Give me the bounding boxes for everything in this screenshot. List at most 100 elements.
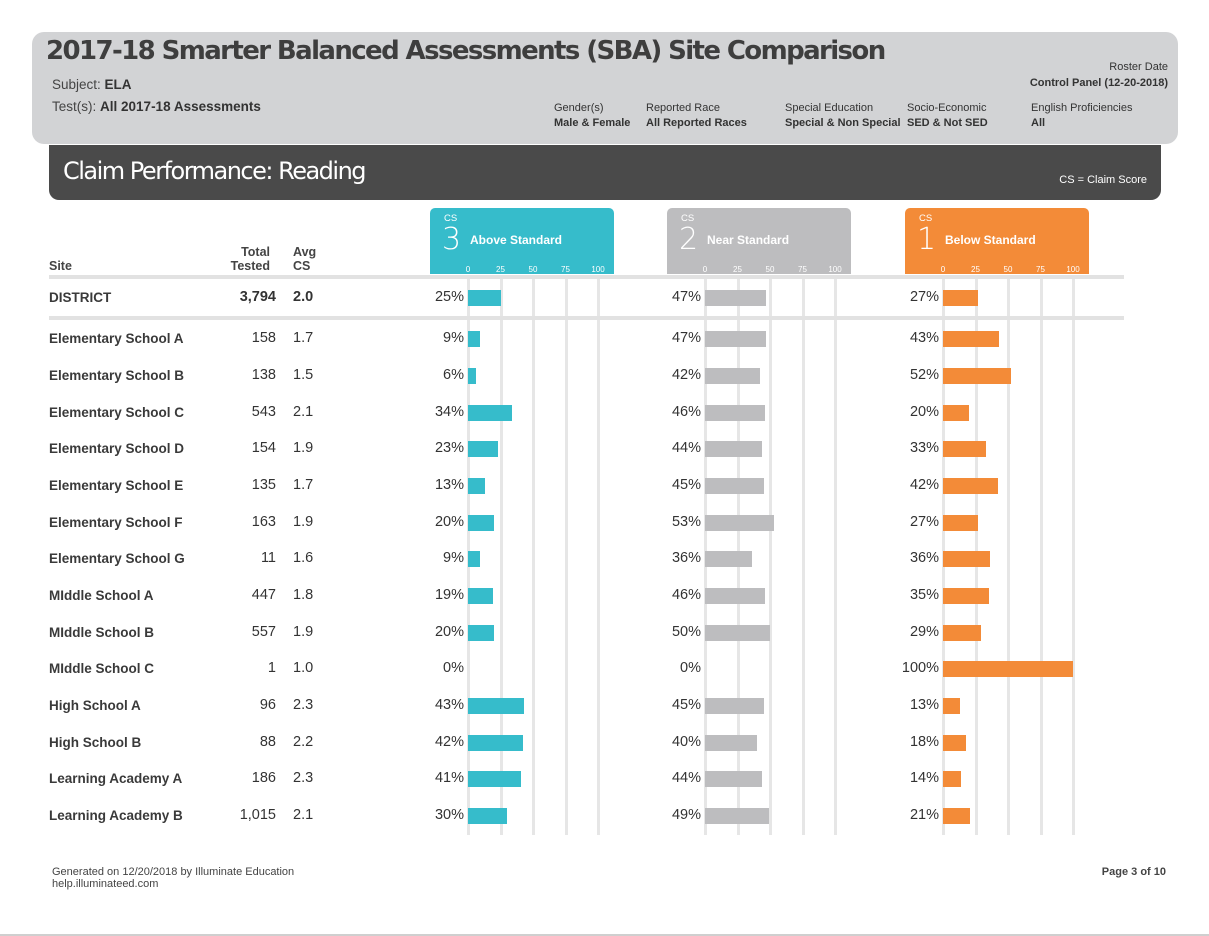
table-row: Learning Academy A 186 2.3 41% 44% 14%	[0, 765, 1209, 793]
bar-above-standard	[468, 551, 480, 567]
band-header-near-standard: CS 2 Near Standard 0 25 50 75 100	[667, 208, 851, 274]
total-tested: 543	[251, 404, 276, 420]
bar-near-standard	[705, 331, 767, 347]
tests-label: Test(s):	[52, 99, 97, 114]
axis-tick-label: 100	[1066, 265, 1080, 274]
axis-tick-label: 0	[940, 265, 946, 274]
table-row: Elementary School C 543 2.1 34% 46% 20%	[0, 399, 1209, 427]
cs-number: 2	[679, 222, 699, 257]
bar-near-standard	[705, 515, 774, 531]
avg-cs: 2.2	[293, 734, 314, 750]
percent-label-near-standard: 0%	[680, 660, 701, 676]
subject-value: ELA	[104, 77, 132, 92]
bar-below-standard	[943, 515, 979, 531]
total-tested: 135	[251, 477, 276, 493]
help-link[interactable]: help.illuminateed.com	[52, 878, 159, 890]
axis-tick-label: 50	[1003, 265, 1013, 274]
total-tested: 557	[251, 624, 276, 640]
filter-value: All Reported Races	[646, 117, 747, 129]
bar-above-standard	[468, 368, 476, 384]
bar-below-standard	[943, 698, 960, 714]
filter-socio-economic: Socio-Economic SED & Not SED	[907, 101, 988, 131]
percent-label-near-standard: 46%	[671, 404, 701, 420]
band-label: Below Standard	[945, 233, 1036, 247]
bar-above-standard	[468, 441, 498, 457]
band-header-above-standard: CS 3 Above Standard 0 25 50 75 100	[430, 208, 614, 274]
site-name: MIddle School A	[49, 588, 154, 603]
axis-tick-label: 50	[765, 265, 775, 274]
filter-value: Special & Non Special	[785, 117, 901, 129]
avg-cs: 2.3	[293, 770, 314, 786]
report-title: 2017-18 Smarter Balanced Assessments (SB…	[46, 36, 886, 66]
table-row: Learning Academy B 1,015 2.1 30% 49% 21%	[0, 802, 1209, 830]
bar-above-standard	[468, 625, 494, 641]
axis-tick-label: 25	[733, 265, 742, 274]
percent-label-below-standard: 27%	[909, 289, 939, 305]
avg-cs: 1.6	[293, 550, 314, 566]
avg-cs: 1.0	[293, 660, 314, 676]
axis-tick-label: 0	[702, 265, 708, 274]
subject-line: Subject: ELA	[52, 77, 132, 92]
axis-tick-label: 100	[591, 265, 605, 274]
tests-value: All 2017-18 Assessments	[100, 99, 261, 114]
bar-near-standard	[705, 698, 764, 714]
gridline	[801, 275, 805, 835]
roster-date: Roster Date Control Panel (12-20-2018)	[1030, 59, 1168, 91]
footer-info: Generated on 12/20/2018 by Illuminate Ed…	[52, 866, 294, 890]
site-name: MIddle School C	[49, 661, 155, 676]
filter-label: English Proficiencies	[1031, 102, 1133, 114]
gridline	[564, 275, 568, 835]
subject-label: Subject:	[52, 77, 101, 92]
avg-cs: 1.5	[293, 367, 314, 383]
filter-label: Special Education	[785, 102, 874, 114]
filter-special-education: Special Education Special & Non Special	[785, 101, 901, 131]
percent-label-near-standard: 49%	[671, 807, 701, 823]
district-row: DISTRICT 3,794 2.0 25% 47% 27%	[0, 284, 1209, 312]
bar-near-standard	[705, 478, 764, 494]
bar-near-standard	[705, 290, 767, 306]
table-row: Elementary School E 135 1.7 13% 45% 42%	[0, 472, 1209, 500]
percent-label-below-standard: 43%	[909, 330, 939, 346]
filter-label: Socio-Economic	[907, 102, 987, 114]
site-name: MIddle School B	[49, 625, 155, 640]
avg-cs: 1.9	[293, 624, 314, 640]
bar-above-standard	[468, 698, 524, 714]
percent-label-above-standard: 41%	[434, 770, 464, 786]
gridline	[1039, 275, 1043, 835]
table-row: Elementary School F 163 1.9 20% 53% 27%	[0, 509, 1209, 537]
percent-label-below-standard: 29%	[909, 624, 939, 640]
percent-label-below-standard: 13%	[909, 697, 939, 713]
total-header-line2: Tested	[230, 259, 270, 273]
percent-label-above-standard: 9%	[443, 330, 464, 346]
site-name: DISTRICT	[49, 290, 112, 305]
bar-near-standard	[705, 368, 760, 384]
filter-label: Reported Race	[646, 102, 720, 114]
bar-below-standard	[943, 771, 962, 787]
site-name: High School B	[49, 735, 142, 750]
filter-english-proficiencies: English Proficiencies All	[1031, 101, 1133, 131]
percent-label-above-standard: 20%	[434, 514, 464, 530]
table-row: Elementary School A 158 1.7 9% 47% 43%	[0, 325, 1209, 353]
cs-label: CS	[681, 213, 695, 224]
bar-near-standard	[705, 735, 757, 751]
bar-near-standard	[705, 808, 769, 824]
table-row: MIddle School B 557 1.9 20% 50% 29%	[0, 619, 1209, 647]
bar-near-standard	[705, 551, 752, 567]
percent-label-above-standard: 25%	[434, 289, 464, 305]
filter-value: SED & Not SED	[907, 117, 988, 129]
gridline	[834, 275, 837, 835]
avg-cs: 2.1	[293, 807, 314, 823]
percent-label-above-standard: 42%	[434, 734, 464, 750]
cs-number: 1	[917, 222, 937, 257]
total-tested: 11	[260, 550, 276, 566]
bar-below-standard	[943, 290, 979, 306]
table-row: MIddle School C 1 1.0 0% 0% 100%	[0, 655, 1209, 683]
avg-cs: 1.9	[293, 514, 314, 530]
site-name: Elementary School D	[49, 441, 185, 456]
bar-above-standard	[468, 515, 494, 531]
bar-near-standard	[705, 441, 763, 457]
axis-tick-label: 0	[465, 265, 471, 274]
claim-score-note: CS = Claim Score	[1059, 174, 1147, 186]
percent-label-near-standard: 46%	[671, 587, 701, 603]
percent-label-below-standard: 27%	[909, 514, 939, 530]
